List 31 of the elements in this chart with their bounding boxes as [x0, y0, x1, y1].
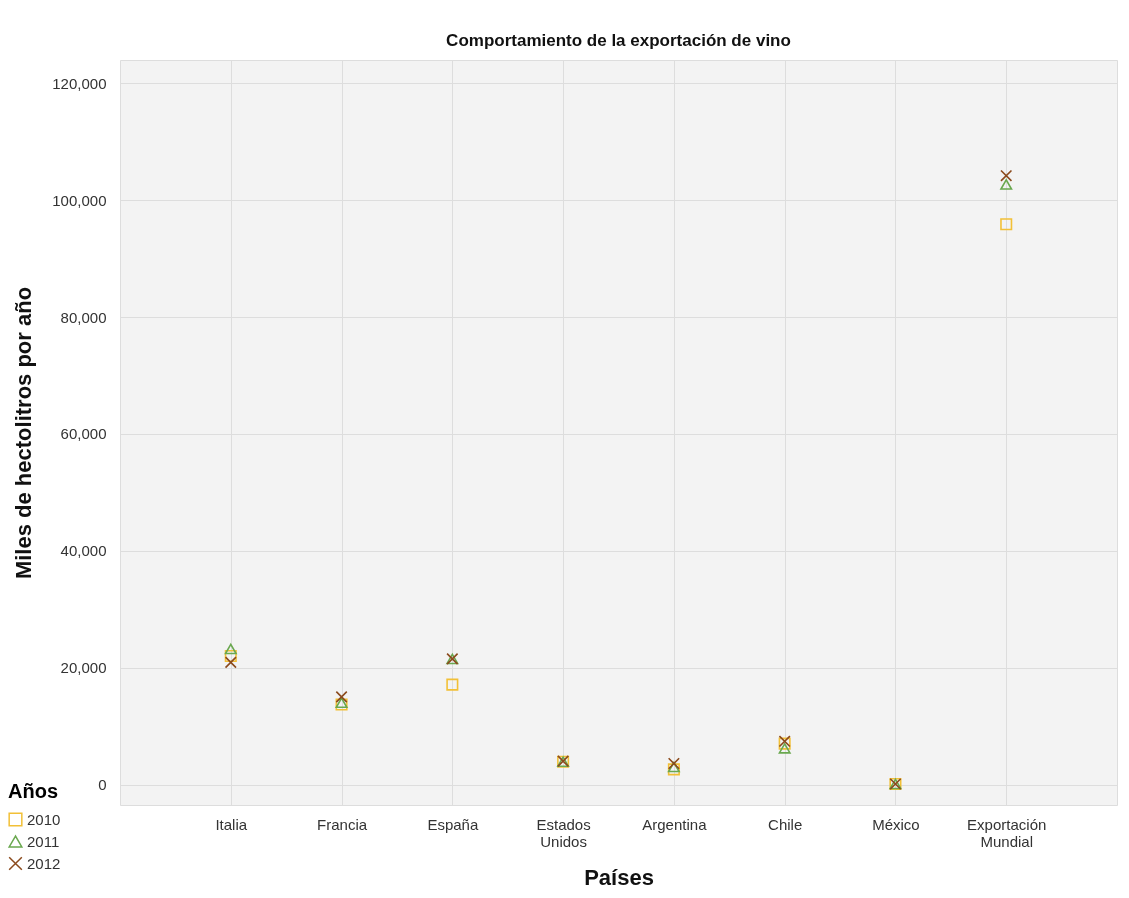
x-tick-label: Italia	[215, 815, 248, 833]
x-tick-label: Exportación Mundial	[967, 815, 1047, 850]
y-tick-label: 40,000	[60, 542, 107, 560]
x-axis-title: Países	[584, 864, 654, 890]
y-tick-label: 80,000	[60, 308, 107, 326]
x-tick-label: Chile	[768, 815, 803, 833]
point	[1000, 179, 1013, 190]
legend-label: 2012	[27, 854, 61, 872]
x-tick-label: Francia	[317, 815, 368, 833]
point	[224, 643, 237, 655]
point	[446, 678, 459, 691]
chart-title: Comportamiento de la exportación de vino	[446, 31, 791, 50]
point	[335, 690, 348, 703]
y-tick-label: 0	[98, 776, 107, 794]
x-tick-label: Estados Unidos	[536, 815, 591, 850]
y-tick-label: 120,000	[52, 74, 107, 92]
y-axis-title: Miles de hectolitros por año	[11, 286, 37, 580]
y-tick-label: 60,000	[60, 425, 107, 443]
y-tick-label: 20,000	[60, 659, 107, 677]
point	[1000, 169, 1013, 182]
legend-label: 2010	[27, 810, 61, 828]
point	[224, 656, 237, 669]
legend-label: 2011	[27, 832, 60, 850]
point	[778, 742, 791, 754]
x-tick-label: España	[427, 815, 479, 833]
x-tick-label: Argentina	[642, 815, 708, 833]
y-tick-label: 100,000	[52, 191, 107, 209]
legend-title: Años	[8, 780, 58, 802]
x-tick-label: México	[872, 815, 920, 833]
point	[224, 649, 237, 663]
point	[1000, 218, 1013, 231]
